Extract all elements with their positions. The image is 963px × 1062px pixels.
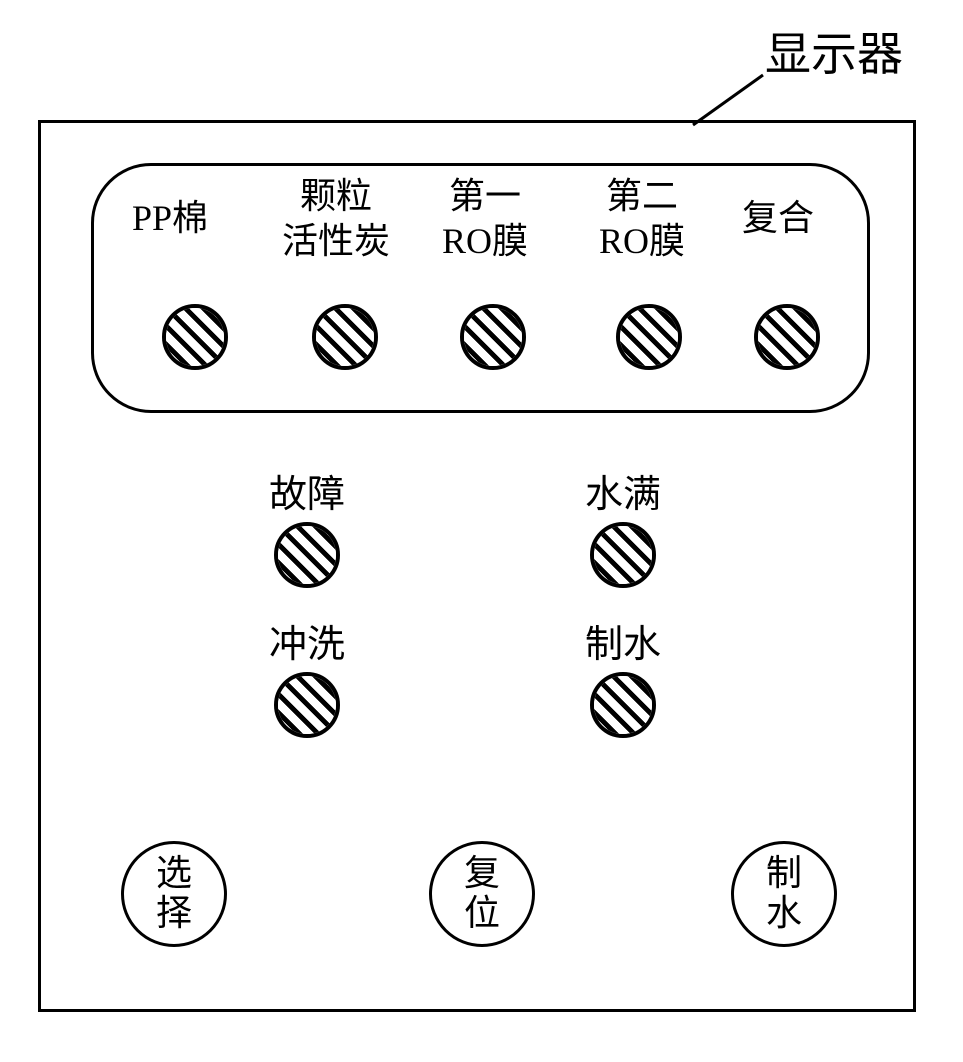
button-label: 选 择: [154, 854, 194, 933]
indicator-ro2-wrap: [616, 304, 682, 375]
reset-button[interactable]: 复 位: [429, 841, 535, 947]
indicator-pp: [162, 304, 228, 370]
status-label: 冲洗: [269, 613, 345, 668]
hatch-fill: [278, 526, 336, 584]
filter-label: 复合: [742, 196, 814, 241]
hatch-fill: [594, 676, 652, 734]
hatch-fill: [464, 308, 522, 366]
display-panel: PP棉 颗粒 活性炭 第一 RO膜 第二 RO膜 复合: [38, 120, 916, 1012]
status-label: 故障: [269, 463, 345, 518]
indicator-ro2: [616, 304, 682, 370]
title-label: 显示器: [765, 18, 903, 84]
status-full: 水满: [585, 463, 661, 593]
status-fault: 故障: [269, 463, 345, 593]
indicator-make: [590, 672, 656, 738]
button-label: 复 位: [462, 854, 502, 933]
indicator-pp-wrap: [162, 304, 228, 375]
filter-label: 第一 RO膜: [442, 174, 528, 264]
indicator-ro1-wrap: [460, 304, 526, 375]
status-label: 水满: [585, 463, 661, 518]
filter-item-ro1: 第一 RO膜: [442, 174, 528, 264]
hatch-fill: [278, 676, 336, 734]
filter-item-compound: 复合: [742, 196, 814, 241]
indicator-full: [590, 522, 656, 588]
makewater-button[interactable]: 制 水: [731, 841, 837, 947]
indicator-carbon-wrap: [312, 304, 378, 375]
filter-item-ro2: 第二 RO膜: [599, 174, 685, 264]
hatch-fill: [594, 526, 652, 584]
indicator-compound: [754, 304, 820, 370]
filter-label: 颗粒 活性炭: [282, 174, 390, 264]
hatch-fill: [166, 308, 224, 366]
status-make: 制水: [585, 613, 661, 743]
indicator-flush: [274, 672, 340, 738]
indicator-fault: [274, 522, 340, 588]
filter-group: PP棉 颗粒 活性炭 第一 RO膜 第二 RO膜 复合: [91, 163, 870, 413]
hatch-fill: [758, 308, 816, 366]
indicator-ro1: [460, 304, 526, 370]
button-label: 制 水: [764, 854, 804, 933]
indicator-compound-wrap: [754, 304, 820, 375]
filter-label: 第二 RO膜: [599, 174, 685, 264]
status-label: 制水: [585, 613, 661, 668]
hatch-fill: [620, 308, 678, 366]
select-button[interactable]: 选 择: [121, 841, 227, 947]
filter-label: PP棉: [132, 196, 208, 241]
indicator-carbon: [312, 304, 378, 370]
filter-item-carbon: 颗粒 活性炭: [282, 174, 390, 264]
status-flush: 冲洗: [269, 613, 345, 743]
hatch-fill: [316, 308, 374, 366]
filter-item-pp: PP棉: [132, 196, 208, 241]
